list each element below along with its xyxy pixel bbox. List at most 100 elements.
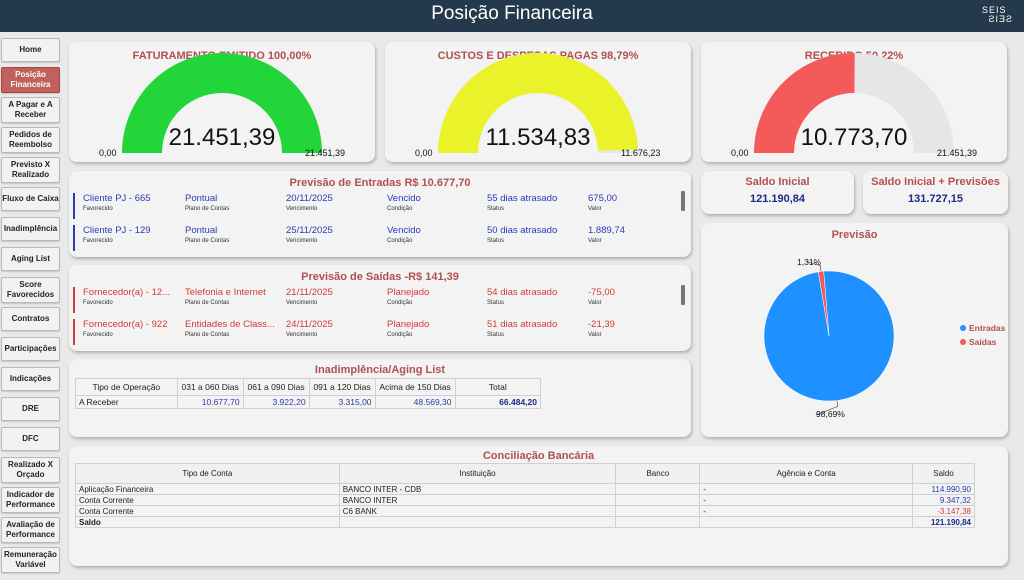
forecast-cell-label: Favorecido — [83, 332, 113, 338]
forecast-cell: 25/11/2025 Vencimento — [286, 225, 384, 244]
conciliacao-column-header[interactable]: Tipo de Conta — [75, 463, 340, 484]
conciliacao-cell: 9.347,32 — [912, 494, 975, 506]
pie-slice-saidas[interactable] — [818, 270, 830, 337]
legend-item-saidas[interactable]: Saídas — [960, 337, 996, 347]
sidebar-item-a-pagar-e-a-receber[interactable]: A Pagar e A Receber — [1, 97, 60, 123]
forecast-cell: Planejado Condição — [387, 287, 485, 306]
conciliacao-card: Conciliação Bancária Tipo de Conta Instit… — [69, 446, 1008, 566]
forecast-cell-value: 1.889,74 — [588, 225, 625, 236]
forecast-cell-label: Valor — [588, 238, 602, 244]
sidebar-item-realizado-x-orcado[interactable]: Realizado X Orçado — [1, 457, 60, 483]
conciliacao-header-row: Tipo de Conta Instituição Banco Agência e C… — [75, 463, 975, 484]
sidebar-item-dfc[interactable]: DFC — [1, 427, 60, 451]
conciliacao-column-header[interactable]: Agência e Conta — [699, 463, 914, 484]
gauge-fill — [122, 52, 322, 154]
sidebar-item-pedidos-de-reembolso[interactable]: Pedidos de Reembolso — [1, 127, 60, 153]
aging-column-header[interactable]: 031 a 060 Dias — [176, 378, 244, 396]
forecast-cell: Pontual Plano de Contas — [185, 193, 283, 212]
sidebar-item-score-favorecidos[interactable]: Score Favorecidos — [1, 277, 60, 303]
forecast-cell: -75,00 Valor — [588, 287, 668, 306]
gauge-card-custos: CUSTOS E DESPESAS PAGAS 98,79%11.534,830… — [385, 42, 691, 162]
conciliacao-cell — [615, 483, 701, 495]
sidebar-item-dre[interactable]: DRE — [1, 397, 60, 421]
forecast-cell-value: Vencido — [387, 193, 421, 204]
forecast-cell: 54 dias atrasado Status — [487, 287, 585, 306]
sidebar-item-previsto-x-realizado[interactable]: Previsto X Realizado — [1, 157, 60, 183]
aging-header-row: Tipo de Operação 031 a 060 Dias 061 a 090 … — [75, 378, 541, 396]
pie-leader-line — [815, 400, 839, 416]
sidebar-item-posicao-financeira[interactable]: Posição Financeira — [1, 67, 60, 93]
gauge-min-label: 0,00 — [415, 148, 433, 158]
gauge-chart — [122, 52, 322, 154]
forecast-cell-label: Favorecido — [83, 300, 113, 306]
aging-cell: 3.315,00 — [308, 395, 376, 409]
saldo-previsoes-title: Saldo Inicial + Previsões — [871, 176, 1000, 188]
top-bar: Posição Financeira SEIS SEIS — [0, 0, 1024, 32]
aging-column-header[interactable]: Tipo de Operação — [75, 378, 178, 396]
saidas-scrollbar[interactable] — [681, 285, 685, 305]
conciliacao-table: Tipo de Conta Instituição Banco Agência e C… — [75, 463, 975, 528]
forecast-row[interactable]: Fornecedor(a) - 12... Favorecido Telefonia… — [73, 287, 678, 315]
conciliacao-column-header[interactable]: Saldo — [912, 463, 975, 484]
sidebar-item-indicador-de-performance[interactable]: Indicador de Performance — [1, 487, 60, 513]
forecast-cell: Fornecedor(a) - 922 Favorecido — [83, 319, 181, 338]
sidebar-item-fluxo-de-caixa[interactable]: Fluxo de Caixa — [1, 187, 60, 211]
forecast-cell-value: 24/11/2025 — [286, 319, 333, 330]
aging-column-header[interactable]: Acima de 150 Dias — [374, 378, 456, 396]
row-accent-bar — [73, 319, 75, 345]
forecast-cell: Entidades de Class... Plano de Contas — [185, 319, 283, 338]
forecast-cell-label: Condição — [387, 206, 413, 212]
gauge-chart — [754, 53, 954, 154]
sidebar-item-participacoes[interactable]: Participações — [1, 337, 60, 361]
conciliacao-cell — [615, 494, 701, 506]
sidebar-item-inadimplencia[interactable]: Inadimplência — [1, 217, 60, 241]
forecast-cell-label: Valor — [588, 206, 602, 212]
legend-item-entradas[interactable]: Entradas — [960, 323, 1005, 333]
forecast-cell-value: 50 dias atrasado — [487, 225, 558, 236]
aging-column-header[interactable]: 061 a 090 Dias — [242, 378, 310, 396]
gauge-max-label: 21.451,39 — [937, 148, 978, 158]
gauge-value: 10.773,70 — [800, 124, 908, 151]
forecast-cell-value: -75,00 — [588, 287, 615, 298]
conciliacao-cell: 121.190,84 — [912, 516, 975, 528]
forecast-cell-label: Vencimento — [286, 300, 318, 306]
sidebar-item-aging-list[interactable]: Aging List — [1, 247, 60, 271]
forecast-row[interactable]: Fornecedor(a) - 922 Favorecido Entidades d… — [73, 319, 678, 347]
forecast-row[interactable]: Cliente PJ - 665 Favorecido Pontual Plano d… — [73, 193, 678, 221]
sidebar-item-remuneracao-variavel[interactable]: Remuneração Variável — [1, 547, 60, 573]
forecast-cell: 50 dias atrasado Status — [487, 225, 585, 244]
aging-table: Tipo de Operação 031 a 060 Dias 061 a 090 … — [75, 378, 541, 409]
gauge-card-faturamento: FATURAMENTO EMITIDO 100,00%21.451,390,00… — [69, 42, 375, 162]
aging-cell: 3.922,20 — [242, 395, 310, 409]
forecast-cell-label: Condição — [387, 300, 413, 306]
forecast-cell: 55 dias atrasado Status — [487, 193, 585, 212]
forecast-cell: Vencido Condição — [387, 225, 485, 244]
saidas-title: Previsão de Saídas -R$ 141,39 — [301, 271, 459, 283]
conciliacao-column-header[interactable]: Banco — [615, 463, 701, 484]
table-row: A Receber 10.677,70 3.922,20 3.315,00 48.569… — [75, 395, 541, 409]
forecast-row[interactable]: Cliente PJ - 129 Favorecido Pontual Plano d… — [73, 225, 678, 253]
aging-column-header[interactable]: 091 a 120 Dias — [308, 378, 376, 396]
forecast-cell-value: Cliente PJ - 665 — [83, 193, 151, 204]
forecast-cell-value: 675,00 — [588, 193, 618, 204]
saldo-inicial-card: Saldo Inicial 121.190,84 — [701, 171, 854, 214]
forecast-cell: 24/11/2025 Vencimento — [286, 319, 384, 338]
sidebar-item-contratos[interactable]: Contratos — [1, 307, 60, 331]
sidebar-item-avaliacao-de-performance[interactable]: Avaliação de Performance — [1, 517, 60, 543]
entradas-scrollbar[interactable] — [681, 191, 685, 211]
pie-leader-line — [807, 261, 822, 272]
forecast-cell: Cliente PJ - 129 Favorecido — [83, 225, 181, 244]
aging-column-header[interactable]: Total — [454, 378, 541, 396]
conciliacao-column-header[interactable]: Instituição — [338, 463, 617, 484]
company-logo: SEIS SEIS — [982, 5, 1012, 25]
forecast-cell-label: Plano de Contas — [185, 206, 230, 212]
forecast-cell: -21,39 Valor — [588, 319, 668, 338]
sidebar-item-home[interactable]: Home — [1, 38, 60, 62]
table-row: Aplicação Financeira BANCO INTER - CDB -11… — [75, 483, 975, 495]
legend-dot-icon — [960, 325, 966, 331]
forecast-cell-label: Status — [487, 332, 505, 338]
sidebar-item-indicacoes[interactable]: Indicações — [1, 367, 60, 391]
legend-dot-icon — [960, 339, 966, 345]
conciliacao-cell: - — [699, 505, 914, 517]
forecast-cell-value: Vencido — [387, 225, 421, 236]
